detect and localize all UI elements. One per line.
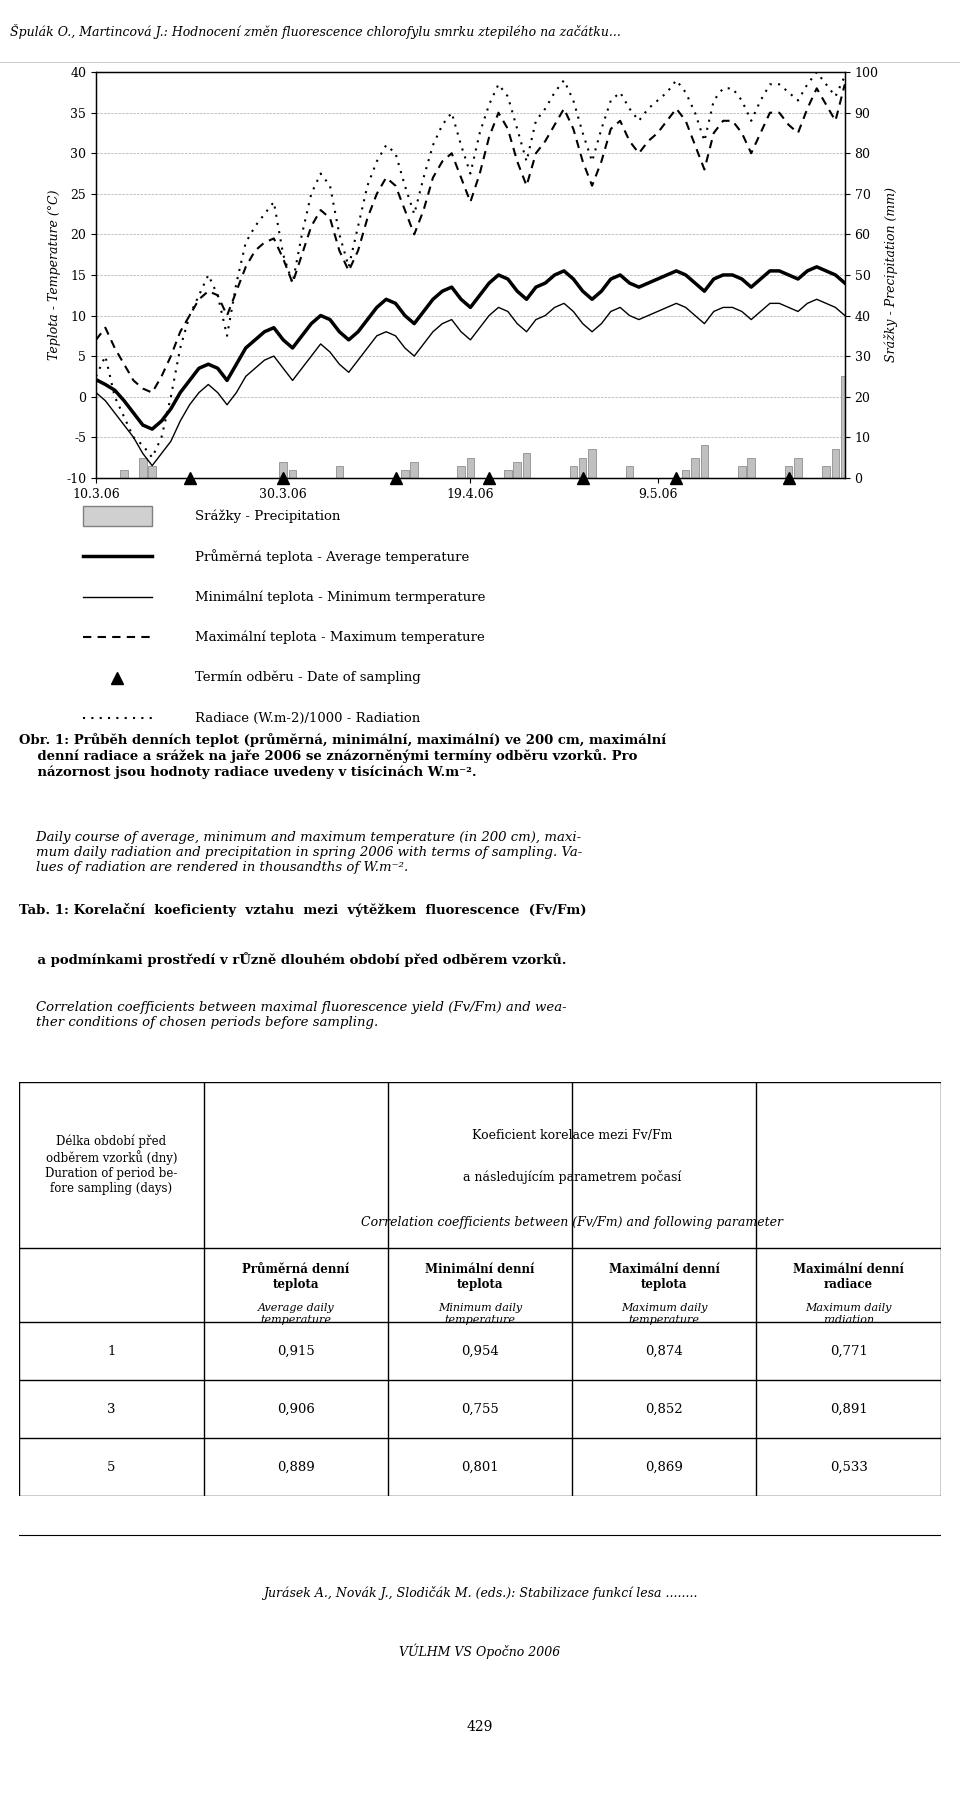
Bar (794, 458, 802, 478)
Bar (579, 458, 587, 478)
Text: Špulák O., Martincová J.: Hodnocení změn fluorescence chlorofylu smrku ztepilého: Špulák O., Martincová J.: Hodnocení změn… (10, 23, 620, 40)
Text: Srážky - Precipitation: Srážky - Precipitation (195, 508, 340, 523)
Y-axis label: Teplota - Temperature (°C): Teplota - Temperature (°C) (48, 189, 60, 361)
Bar (139, 458, 147, 478)
Text: Minimální teplota - Minimum termperature: Minimální teplota - Minimum termperature (195, 590, 485, 604)
Text: 0,533: 0,533 (829, 1460, 868, 1475)
Text: 0,915: 0,915 (276, 1345, 315, 1358)
Bar (588, 449, 596, 478)
Bar (120, 471, 128, 478)
Bar (289, 471, 297, 478)
Bar (748, 458, 755, 478)
FancyBboxPatch shape (83, 507, 152, 526)
Text: 0,891: 0,891 (829, 1403, 868, 1415)
Text: Tab. 1: Korelační  koeficienty  vztahu  mezi  výtěžkem  fluorescence  (Fv/Fm): Tab. 1: Korelační koeficienty vztahu mez… (19, 903, 587, 918)
Bar (738, 465, 746, 478)
Text: Jurásek A., Novák J., Slodičák M. (eds.): Stabilizace funkcí lesa ........: Jurásek A., Novák J., Slodičák M. (eds.)… (263, 1587, 697, 1599)
Text: Average daily
temperature: Average daily temperature (257, 1304, 334, 1325)
Text: 0,801: 0,801 (461, 1460, 499, 1475)
Text: Maximální denní
teplota: Maximální denní teplota (609, 1262, 720, 1291)
Bar (682, 471, 689, 478)
Bar (691, 458, 699, 478)
Text: Maximum daily
radiation: Maximum daily radiation (805, 1304, 892, 1325)
Text: 1: 1 (108, 1345, 115, 1358)
Text: Minimum daily
temperature: Minimum daily temperature (438, 1304, 522, 1325)
Bar (785, 465, 792, 478)
Bar (569, 465, 577, 478)
Bar (523, 453, 530, 478)
Text: Correlation coefficients between (Fv/Fm) and following parameter: Correlation coefficients between (Fv/Fm)… (361, 1217, 783, 1230)
Bar (467, 458, 474, 478)
Bar (831, 449, 839, 478)
Bar (149, 465, 156, 478)
Text: Maximální teplota - Maximum temperature: Maximální teplota - Maximum temperature (195, 631, 485, 644)
Text: 0,874: 0,874 (645, 1345, 684, 1358)
Text: 0,869: 0,869 (645, 1460, 684, 1475)
Bar (514, 462, 521, 478)
Text: Obr. 1: Průběh denních teplot (průměrná, minimální, maximální) ve 200 cm, maximá: Obr. 1: Průběh denních teplot (průměrná,… (19, 734, 666, 779)
Text: a následujícím parametrem počasí: a následujícím parametrem počasí (463, 1170, 682, 1185)
Text: Průměrná denní
teplota: Průměrná denní teplota (242, 1262, 349, 1291)
Text: Correlation coefficients between maximal fluorescence yield (Fv/Fm) and wea-
   : Correlation coefficients between maximal… (19, 1001, 566, 1030)
Text: Minimální denní
teplota: Minimální denní teplota (425, 1262, 535, 1291)
Text: Daily course of average, minimum and maximum temperature (in 200 cm), maxi-
    : Daily course of average, minimum and max… (19, 831, 583, 874)
Text: Termín odběru - Date of sampling: Termín odběru - Date of sampling (195, 671, 420, 685)
Text: 5: 5 (108, 1460, 115, 1475)
Text: Průměrná teplota - Average temperature: Průměrná teplota - Average temperature (195, 548, 469, 564)
Bar (411, 462, 418, 478)
Text: 0,755: 0,755 (461, 1403, 499, 1415)
Bar (841, 377, 849, 478)
Text: a podmínkami prostředí v rŮzně dlouhém období před odběrem vzorků.: a podmínkami prostředí v rŮzně dlouhém o… (19, 952, 566, 966)
Text: 0,906: 0,906 (276, 1403, 315, 1415)
Text: 0,852: 0,852 (645, 1403, 684, 1415)
Text: Koeficient korelace mezi Fv/Fm: Koeficient korelace mezi Fv/Fm (472, 1129, 672, 1143)
Bar (823, 465, 829, 478)
Text: Maximální denní
radiace: Maximální denní radiace (793, 1262, 904, 1291)
Text: Radiace (W.m-2)/1000 - Radiation: Radiace (W.m-2)/1000 - Radiation (195, 712, 420, 725)
Bar (401, 471, 409, 478)
Bar (457, 465, 465, 478)
Bar (626, 465, 634, 478)
Bar (504, 471, 512, 478)
Text: VÚLHM VS Opočno 2006: VÚLHM VS Opočno 2006 (399, 1644, 561, 1659)
Y-axis label: Srážky - Precipitation (mm): Srážky - Precipitation (mm) (884, 188, 898, 362)
Bar (279, 462, 287, 478)
Text: 429: 429 (467, 1720, 493, 1734)
Text: Délka období před
odběrem vzorků (dny)
Duration of period be-
fore sampling (day: Délka období před odběrem vzorků (dny) D… (45, 1134, 178, 1195)
Text: 0,771: 0,771 (829, 1345, 868, 1358)
Text: 0,954: 0,954 (461, 1345, 499, 1358)
Bar (701, 445, 708, 478)
Text: Maximum daily
temperature: Maximum daily temperature (621, 1304, 708, 1325)
Text: 3: 3 (108, 1403, 115, 1415)
Bar (336, 465, 343, 478)
Text: 0,889: 0,889 (276, 1460, 315, 1475)
